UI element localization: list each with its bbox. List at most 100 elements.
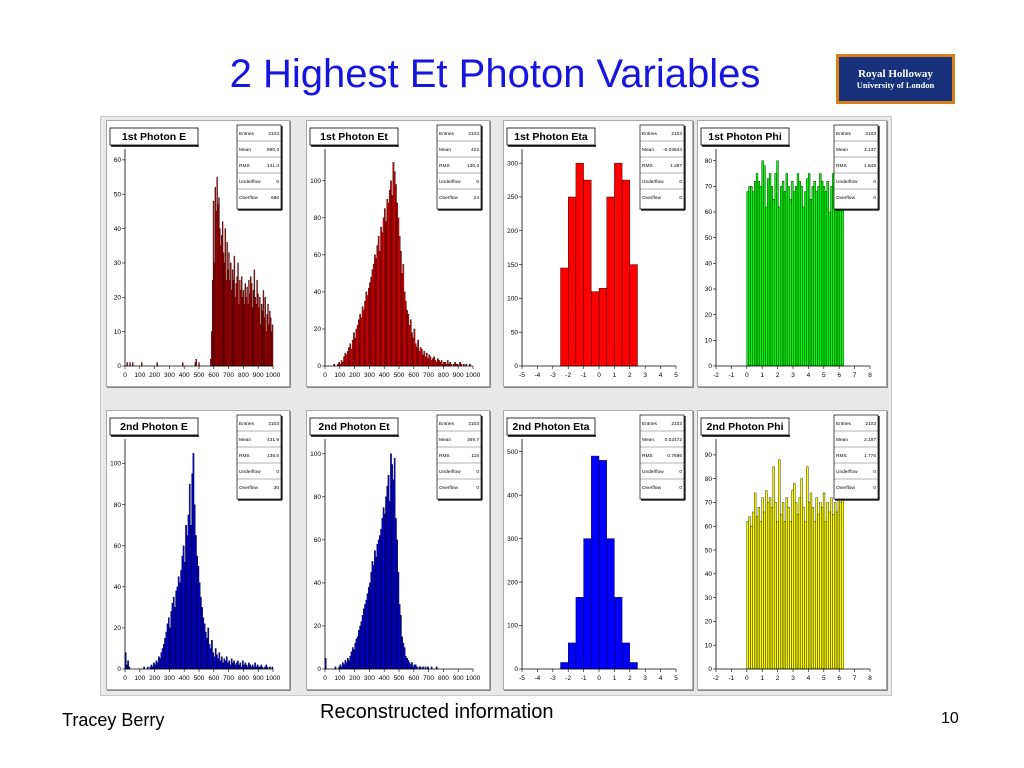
stats-label: Overflow (439, 195, 458, 201)
stats-label: RMS (439, 453, 450, 459)
y-tick-label: 0 (708, 363, 712, 370)
histogram-bar (765, 490, 768, 670)
histogram-bar (809, 492, 813, 670)
x-tick-label: 1 (760, 372, 764, 379)
histogram-bar (793, 191, 796, 367)
x-tick-label: 6 (837, 675, 841, 682)
stats-value: 2103 (671, 131, 682, 137)
stats-value: 0 (476, 485, 479, 491)
x-tick-label: 1000 (266, 675, 281, 682)
x-tick-label: 0 (123, 372, 127, 379)
stats-label: Mean (439, 437, 451, 443)
x-tick-label: 800 (238, 372, 249, 379)
histogram-svg: 0 100 200 300 400 500 600 700 800 900 100001020304… (109, 124, 283, 379)
stats-value: 2103 (671, 421, 682, 427)
stats-value: 0 (679, 485, 682, 491)
y-tick-label: 20 (705, 619, 713, 626)
x-tick-label: 400 (379, 372, 390, 379)
x-tick-label: 200 (149, 372, 160, 379)
histogram-bar (783, 191, 787, 367)
x-tick-label: 600 (408, 675, 419, 682)
stats-value: 3.147 (864, 147, 876, 153)
histogram-bar (774, 173, 777, 367)
stats-label: Entries (642, 131, 658, 137)
x-tick-label: 4 (659, 372, 663, 379)
y-tick-label: 100 (310, 178, 321, 185)
histogram-bar (763, 165, 766, 367)
histogram-title: 2nd Photon E (120, 421, 188, 433)
stats-value: 0 (476, 179, 479, 185)
histogram-title: 1st Photon E (122, 131, 186, 143)
stats-label: Mean (239, 147, 251, 153)
stats-value: 138.6 (267, 453, 279, 459)
histogram-bar (821, 181, 824, 367)
stats-label: Entries (439, 131, 455, 137)
x-tick-label: 800 (438, 675, 449, 682)
y-tick-label: 80 (314, 494, 322, 501)
stats-box (833, 124, 879, 210)
stats-box (236, 414, 282, 500)
x-tick-label: 200 (149, 675, 160, 682)
y-tick-label: 60 (705, 209, 713, 216)
x-tick-label: 0 (323, 675, 327, 682)
histogram-panel: 0 100 200 300 400 500 600 700 800 900 1000 0 20 40 60 8… (106, 410, 290, 690)
x-tick-label: 7 (853, 372, 857, 379)
histogram-bar (808, 502, 811, 670)
y-tick-label: 40 (314, 580, 322, 587)
histogram-bar (591, 455, 600, 670)
stats-label: Mean (642, 147, 654, 153)
histogram-bar (798, 497, 801, 670)
histogram-panel: 0 100 200 300 400 500 600 700 800 900 1000 0 10 20 30 4… (106, 120, 290, 387)
x-tick-label: 1000 (466, 372, 481, 379)
y-tick-label: 200 (507, 228, 518, 235)
stats-label: Entries (642, 421, 658, 427)
histogram-svg: 0 100 200 300 400 500 600 700 800 900 100002040608… (109, 414, 283, 682)
histogram-bar (794, 186, 798, 367)
y-tick-label: 400 (507, 492, 518, 499)
y-tick-label: 60 (114, 543, 122, 550)
x-tick-label: -1 (729, 372, 735, 379)
x-tick-label: 600 (408, 372, 419, 379)
y-tick-label: 0 (317, 363, 321, 370)
histogram-bar (839, 502, 842, 670)
histogram-bar (755, 173, 759, 367)
y-tick-label: 50 (511, 329, 519, 336)
y-tick-label: 40 (114, 226, 122, 233)
histogram-bar (815, 191, 818, 367)
histogram-bar (828, 211, 831, 367)
histogram-bar (567, 196, 577, 367)
x-tick-label: 3 (643, 372, 647, 379)
histogram-bar (746, 521, 749, 670)
x-tick-label: 5 (822, 372, 826, 379)
title-box (309, 417, 399, 436)
stats-label: Mean (836, 147, 848, 153)
histogram-bar (132, 362, 134, 367)
x-tick-label: 4 (807, 372, 811, 379)
stats-value: 141.3 (267, 163, 279, 169)
histogram-bar (761, 497, 764, 670)
histogram-bar (789, 198, 792, 367)
stats-label: Mean (836, 437, 848, 443)
stats-value: 0 (679, 469, 682, 475)
stats-label: Mean (642, 437, 654, 443)
histogram-bar (828, 511, 831, 670)
stats-label: RMS (836, 163, 847, 169)
y-tick-label: 80 (314, 215, 322, 222)
stats-value: 130.3 (467, 163, 479, 169)
y-tick-label: 0 (708, 666, 712, 673)
histogram-bar (754, 492, 757, 670)
histogram-bar (819, 502, 822, 670)
histogram-bar (832, 514, 835, 670)
x-tick-label: -2 (713, 675, 719, 682)
y-tick-label: 40 (314, 289, 322, 296)
title-box (700, 127, 790, 146)
stats-value: 2103 (865, 131, 876, 137)
histogram-bar (826, 502, 829, 670)
stats-value: 1.287 (670, 163, 682, 169)
title-box (506, 127, 596, 146)
stats-value: 3.187 (864, 437, 876, 443)
histogram-bar (817, 186, 820, 367)
x-tick-label: 1 (613, 372, 617, 379)
x-tick-label: 1 (760, 675, 764, 682)
histogram-bar (198, 362, 200, 367)
